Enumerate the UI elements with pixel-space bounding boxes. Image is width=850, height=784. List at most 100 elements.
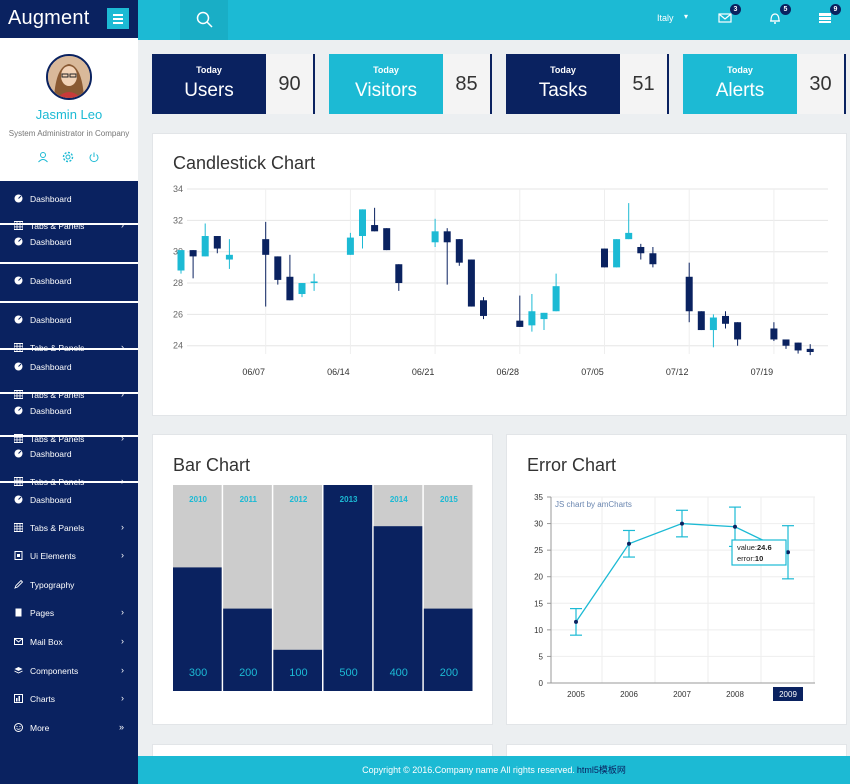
sidebar-item-dashboard[interactable]: Dashboard (0, 353, 138, 381)
candlestick-title: Candlestick Chart (173, 153, 316, 173)
candle-body (516, 320, 524, 327)
bar-chart[interactable]: 2010 300 2011 200 2012 100 2013 500 2014 400 2015 2… (173, 485, 474, 691)
candle-body (455, 239, 463, 263)
bar-value-label: 400 (390, 667, 408, 679)
dashboard-icon (14, 362, 23, 371)
avatar[interactable] (46, 54, 92, 100)
sidebar-divider (0, 348, 138, 350)
power-icon[interactable] (88, 151, 100, 163)
candle-body (431, 231, 439, 243)
candle-body (213, 236, 221, 249)
stat-today: Today (373, 65, 399, 75)
layers-icon (14, 667, 23, 674)
tooltip-value-number: 24.6 (757, 543, 772, 552)
dashboard-icon (14, 237, 23, 246)
user-icon[interactable] (37, 151, 49, 163)
sidebar-item-ui-elements[interactable]: Ui Elements › (0, 542, 138, 570)
top-bar: Italy ▾ 3 5 9 (138, 0, 850, 40)
y-tick-label: 34 (173, 184, 183, 194)
sidebar-item-mail-box[interactable]: Mail Box › (0, 628, 138, 656)
candle-body (359, 209, 366, 237)
stat-label: Tasks (538, 80, 588, 101)
x-tick-label: 2006 (620, 690, 638, 699)
brand-title: Augment (8, 7, 90, 29)
candle-body (383, 228, 391, 251)
bar-value-label: 300 (189, 667, 207, 679)
candle-body (722, 315, 729, 324)
chevron-right-icon: › (121, 607, 124, 617)
candle-body (262, 239, 270, 255)
mail-button[interactable]: 3 (711, 0, 751, 40)
stat-label: Alerts (715, 80, 765, 101)
sidebar-item-dashboard[interactable]: Dashboard (0, 397, 138, 425)
sidebar-item-dashboard[interactable]: Dashboard (0, 228, 138, 256)
sidebar-item-label: More (30, 723, 50, 733)
candle-body (625, 232, 633, 240)
sidebar-item-label: Typography (30, 580, 75, 590)
bar (273, 649, 322, 691)
y-tick-label: 15 (534, 599, 543, 608)
smile-icon (14, 723, 23, 732)
y-tick-label: 5 (539, 652, 544, 661)
data-point (574, 619, 578, 624)
bar-category-label: 2014 (390, 495, 408, 504)
bar (173, 567, 222, 691)
sidebar-divider (0, 481, 138, 483)
dashboard-icon (14, 276, 23, 285)
candle-body (697, 311, 705, 331)
sidebar-item-label: Mail Box (30, 637, 63, 647)
x-tick-label: 07/12 (666, 367, 689, 377)
candle-body (613, 239, 621, 268)
sidebar-item-dashboard[interactable]: Dashboard (0, 267, 138, 295)
stat-label: Users (184, 80, 234, 101)
sidebar-divider (0, 435, 138, 437)
bar-category-label: 2010 (189, 495, 207, 504)
search-button[interactable] (180, 0, 228, 40)
sidebar-item-pages[interactable]: Pages › (0, 599, 138, 627)
sidebar-item-charts[interactable]: Charts › (0, 685, 138, 713)
stat-card-visitors[interactable]: Today Visitors 85 (329, 54, 492, 114)
stat-card-users[interactable]: Today Users 90 (152, 54, 315, 114)
error-chart[interactable]: 35 30 25 20 15 10 5 0 JS chart by amCharts 2005 20… (507, 435, 848, 726)
stat-card-alerts[interactable]: Today Alerts 30 (683, 54, 846, 114)
tasks-button[interactable]: 9 (811, 0, 850, 40)
chevron-right-icon: › (121, 522, 124, 532)
profile-name: Jasmin Leo (35, 107, 103, 122)
sidebar-item-tabs-panels[interactable]: Tabs & Panels › (0, 514, 138, 542)
candle-body (734, 322, 742, 340)
candle-body (552, 286, 560, 312)
stat-card-tasks[interactable]: Today Tasks 51 (506, 54, 669, 114)
stat-value: 30 (809, 73, 832, 95)
sidebar-item-dashboard[interactable]: Dashboard (0, 486, 138, 514)
menu-toggle-button[interactable] (107, 8, 129, 29)
mail-icon (718, 13, 732, 23)
sidebar-item-label: Dashboard (30, 362, 72, 372)
sidebar-divider (0, 301, 138, 303)
candle-body (806, 348, 814, 352)
chevron-right-icon: › (121, 636, 124, 646)
gear-icon[interactable] (62, 151, 74, 163)
notifications-button[interactable]: 5 (761, 0, 801, 40)
sidebar-item-typography[interactable]: Typography (0, 571, 138, 599)
language-value: Italy (657, 13, 674, 23)
footer-link[interactable]: html5模板网 (576, 765, 626, 775)
table-icon (14, 523, 23, 532)
bar-value-label: 200 (440, 667, 458, 679)
candle-body (443, 231, 451, 243)
candle-body (286, 276, 294, 301)
sidebar-item-label: Components (30, 666, 79, 676)
dashboard-icon (14, 194, 23, 203)
candlestick-chart[interactable]: 34323028262406/0706/1406/2106/2807/0507/… (153, 134, 848, 417)
chevron-right-icon: › (121, 550, 124, 560)
sidebar-item-dashboard[interactable]: Dashboard (0, 185, 138, 213)
candle-body (395, 264, 403, 284)
profile-role: System Administrator in Company (8, 129, 130, 138)
candlestick-panel: Candlestick Chart 34323028262406/0706/14… (152, 133, 847, 416)
y-tick-label: 10 (534, 626, 543, 635)
sidebar-item-dashboard[interactable]: Dashboard (0, 440, 138, 468)
sidebar-item-components[interactable]: Components › (0, 657, 138, 685)
sidebar-item-more[interactable]: More » (0, 714, 138, 742)
language-select[interactable]: Italy ▾ (648, 0, 698, 40)
sidebar-item-dashboard[interactable]: Dashboard (0, 306, 138, 334)
bar-category-label: 2012 (290, 495, 308, 504)
